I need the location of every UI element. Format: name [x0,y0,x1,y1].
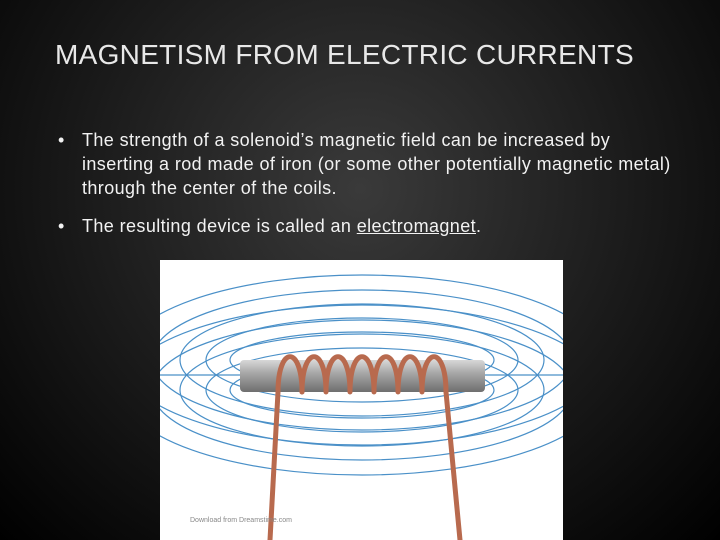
electromagnet-image: Download from Dreamstime.com [160,260,563,540]
link-text[interactable]: electromagnet [356,216,477,236]
bullet-text: . [476,216,482,236]
bullet-list: The strength of a solenoid’s magnetic fi… [55,128,675,252]
bullet: The resulting device is called an electr… [55,214,675,238]
bullet: The strength of a solenoid’s magnetic fi… [55,128,675,200]
bullet-text: The strength of a solenoid’s magnetic fi… [82,130,671,198]
slide-title: MAGNETISM FROM ELECTRIC CURRENTS [55,39,634,70]
coil [267,354,463,540]
watermark: Download from Dreamstime.com [190,517,292,524]
bullet-text: The resulting device is called an [82,216,357,236]
